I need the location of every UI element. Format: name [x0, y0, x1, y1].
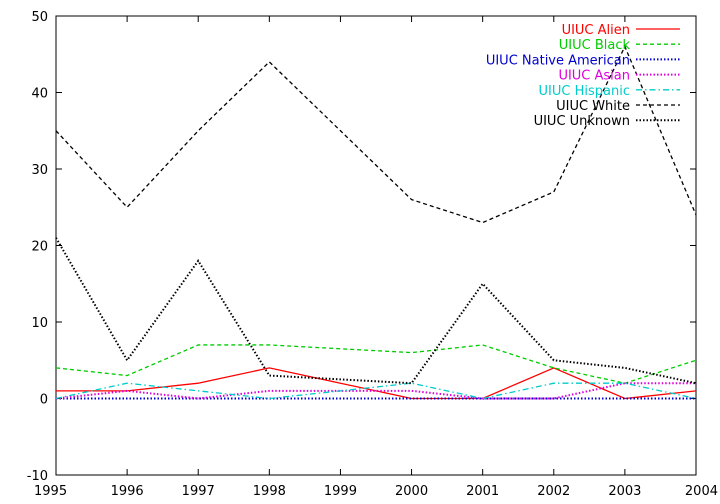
series-line-uiuc-unknown	[55, 237, 697, 385]
x-tick-label: 2001	[466, 484, 499, 499]
legend-label: UIUC Asian	[558, 69, 630, 84]
legend-label: UIUC White	[556, 99, 630, 114]
y-tick-label: 0	[40, 393, 48, 408]
y-tick-label: -10	[27, 469, 48, 484]
x-tick-label: 2000	[395, 484, 428, 499]
series-line-uiuc-asian	[55, 382, 696, 400]
x-axis: 1995 1996 1997 1998 1999 2000 2001 2002 2003 2004	[34, 16, 718, 499]
x-tick-label: 1998	[253, 484, 286, 499]
y-tick-label: 30	[31, 163, 48, 178]
x-tick-label: 1997	[182, 484, 215, 499]
series-line-uiuc-alien	[56, 367, 697, 400]
x-tick-label: 1999	[324, 484, 357, 499]
legend-label: UIUC Alien	[562, 23, 630, 38]
x-tick-label: 1995	[34, 484, 67, 499]
y-tick-label: 10	[31, 316, 48, 331]
x-tick-label: 2003	[608, 484, 641, 499]
series-line-uiuc-hispanic	[55, 382, 697, 400]
y-tick-label: 50	[31, 10, 48, 25]
legend-label: UIUC Native American	[486, 53, 630, 68]
y-tick-label: 20	[31, 240, 48, 255]
series-line-uiuc-white	[55, 45, 697, 224]
x-tick-label: 2004	[685, 484, 718, 499]
legend-label: UIUC Unknown	[534, 114, 630, 129]
y-tick-label: 40	[31, 87, 48, 102]
legend-label: UIUC Hispanic	[539, 84, 630, 99]
series-line-uiuc-black	[55, 344, 697, 384]
x-tick-label: 2002	[537, 484, 570, 499]
series-lines	[55, 45, 697, 400]
x-tick-label: 1996	[111, 484, 144, 499]
legend-label: UIUC Black	[559, 38, 631, 53]
y-axis: -10 0 10 20 30 40 50	[27, 10, 696, 484]
